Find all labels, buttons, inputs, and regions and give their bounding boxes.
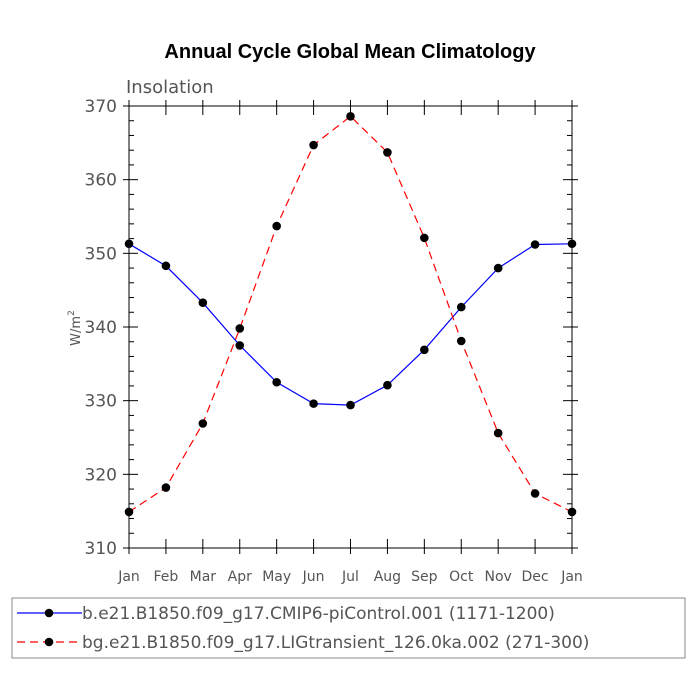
y-axis-label-superscript: 2 xyxy=(67,310,77,316)
y-tick-label: 350 xyxy=(85,244,117,264)
y-tick-label: 360 xyxy=(85,171,117,191)
series-2-point xyxy=(493,428,503,438)
series-1-point xyxy=(309,399,318,408)
series-1-point xyxy=(530,240,540,249)
legend-box xyxy=(11,597,686,659)
series-1-point xyxy=(420,345,429,355)
series-line-1 xyxy=(128,243,573,406)
y-axis-label: W/m2 xyxy=(67,310,84,346)
y-tick-label: 340 xyxy=(85,318,117,338)
x-tick-label: Jan xyxy=(117,569,140,585)
plot-frame xyxy=(128,105,573,549)
series-2-point xyxy=(161,483,171,492)
series-1-point xyxy=(161,261,171,271)
series-1-point xyxy=(493,263,503,273)
series-1-point xyxy=(456,302,466,312)
series-2-point xyxy=(530,489,540,498)
series-2-point xyxy=(235,324,245,333)
series-1-point xyxy=(124,239,134,249)
y-tick-label: 330 xyxy=(85,392,117,412)
series-1-point xyxy=(235,341,245,350)
x-tick-label: Nov xyxy=(485,569,512,585)
chart-subtitle: Insolation xyxy=(126,77,214,98)
series-2-point xyxy=(124,507,134,517)
x-tick-label: Feb xyxy=(154,569,179,585)
x-tick-label: Jul xyxy=(341,569,359,585)
x-tick-label: Sep xyxy=(411,569,438,585)
series-2-point xyxy=(272,221,281,231)
x-tick-label: Jun xyxy=(302,569,325,585)
y-tick-label: 370 xyxy=(85,97,117,117)
series-line-2 xyxy=(128,115,573,513)
legend-label-1: b.e21.B1850.f09_g17.CMIP6-piControl.001 … xyxy=(82,604,555,624)
y-axis-label-unit: W/m xyxy=(69,316,84,346)
series-2-point xyxy=(198,419,208,428)
series-2-point xyxy=(383,148,392,157)
legend-marker-2 xyxy=(44,637,54,647)
series-layer xyxy=(124,112,577,517)
x-tick-label: May xyxy=(262,569,291,585)
x-tick-label: Aug xyxy=(374,569,401,585)
series-1-point xyxy=(346,400,355,410)
y-tick-label: 310 xyxy=(85,539,117,559)
series-2-point xyxy=(567,507,577,517)
x-tick-label: Apr xyxy=(228,569,252,585)
legend-marker-1 xyxy=(44,608,54,618)
series-2-point xyxy=(346,112,355,121)
legend-label-2: bg.e21.B1850.f09_g17.LIGtransient_126.0k… xyxy=(82,633,589,653)
x-tick-label: Jan xyxy=(560,569,583,585)
series-2-point xyxy=(420,233,429,243)
series-1-point xyxy=(567,239,577,249)
series-1-point xyxy=(272,377,281,387)
x-tick-label: Oct xyxy=(449,569,474,585)
legend: b.e21.B1850.f09_g17.CMIP6-piControl.001 … xyxy=(17,604,589,653)
axes: Jan Feb Mar Apr May Jun Jul Aug Sep Oct Nov Dec Jan3… xyxy=(85,97,583,585)
series-2-point xyxy=(456,336,466,346)
x-tick-label: Dec xyxy=(522,569,549,585)
chart-title: Annual Cycle Global Mean Climatology xyxy=(164,41,536,63)
x-tick-label: Mar xyxy=(190,569,217,585)
series-2-point xyxy=(309,140,318,150)
series-1-point xyxy=(198,298,208,307)
y-tick-label: 320 xyxy=(85,465,117,485)
series-1-point xyxy=(383,380,392,390)
